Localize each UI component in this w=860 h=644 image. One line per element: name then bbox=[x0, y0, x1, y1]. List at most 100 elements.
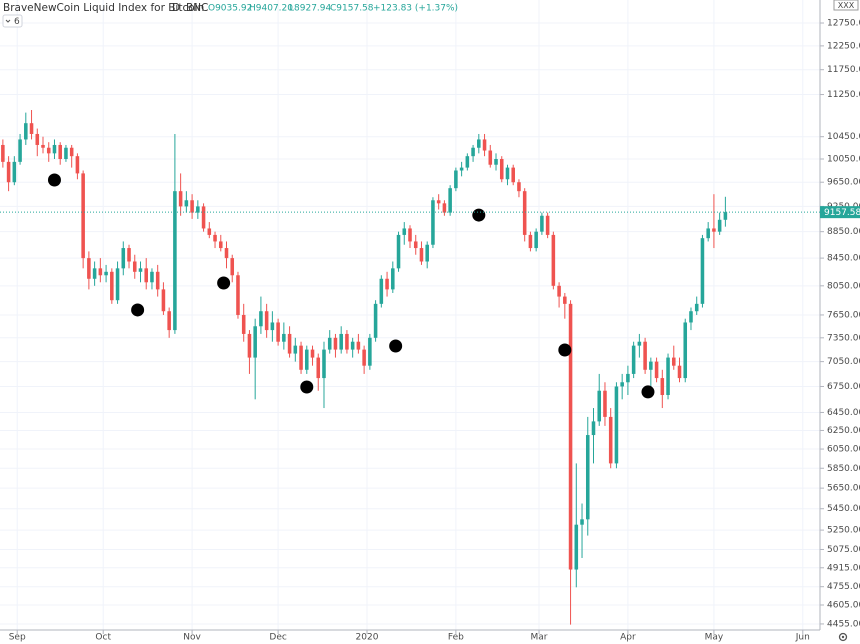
candle-body bbox=[201, 206, 206, 229]
candle-body bbox=[52, 144, 57, 154]
candle-body bbox=[517, 182, 521, 192]
candle-body bbox=[631, 345, 636, 374]
candle-body bbox=[436, 200, 441, 204]
candle-body bbox=[660, 378, 665, 396]
candle-body bbox=[253, 326, 257, 358]
candle-body bbox=[557, 285, 561, 297]
candle-body bbox=[603, 390, 607, 417]
x-tick-label: 2020 bbox=[356, 633, 379, 643]
y-tick-label: 5850.00 bbox=[827, 464, 860, 474]
candle-body bbox=[614, 386, 619, 464]
candle-body bbox=[391, 268, 395, 290]
y-tick-label: 10450.00 bbox=[827, 132, 860, 142]
candle-body bbox=[563, 296, 567, 304]
candles bbox=[1, 109, 728, 625]
candle-body bbox=[454, 170, 458, 189]
candle-body bbox=[477, 139, 481, 148]
candle-body bbox=[184, 200, 189, 207]
marker-dot bbox=[300, 380, 314, 394]
candle-body bbox=[471, 147, 475, 157]
y-tick-label: 4915.00 bbox=[827, 563, 860, 573]
candle-body bbox=[282, 333, 286, 342]
candle-body bbox=[459, 167, 464, 171]
symbol-title: BraveNewCoin Liquid Index for Bitcoin bbox=[3, 2, 204, 14]
candle-body bbox=[144, 268, 149, 283]
candle-body bbox=[241, 314, 246, 334]
y-tick-label: 11750.00 bbox=[827, 65, 860, 75]
candle-body bbox=[173, 191, 177, 331]
candle-body bbox=[270, 322, 275, 331]
x-tick-label: Jun bbox=[795, 633, 810, 643]
candle-body bbox=[132, 261, 137, 272]
candle-body bbox=[465, 156, 470, 168]
candle-body bbox=[178, 191, 183, 207]
candle-body bbox=[712, 228, 716, 232]
candle-body bbox=[213, 234, 217, 242]
y-tick-label: 5650.00 bbox=[827, 484, 860, 494]
candle-body bbox=[499, 159, 504, 180]
candle-body bbox=[293, 345, 298, 354]
candle-body bbox=[167, 311, 171, 331]
candle-body bbox=[155, 271, 160, 290]
x-tick-label: Nov bbox=[183, 633, 201, 643]
candle-body bbox=[666, 357, 670, 396]
candle-body bbox=[138, 268, 143, 272]
candle-body bbox=[362, 349, 366, 366]
candle-body bbox=[264, 311, 269, 331]
candle-body bbox=[287, 333, 292, 354]
candle-body bbox=[92, 268, 97, 279]
marker-dot bbox=[641, 385, 655, 399]
y-tick-label: 7050.00 bbox=[827, 357, 860, 367]
candle-body bbox=[29, 123, 34, 134]
candle-body bbox=[1, 144, 5, 162]
candle-body bbox=[373, 303, 378, 338]
markers bbox=[47, 173, 655, 399]
candle-body bbox=[350, 341, 355, 350]
candle-body bbox=[127, 248, 131, 262]
candle-body bbox=[683, 322, 688, 379]
candle-body bbox=[385, 278, 389, 290]
candle-body bbox=[41, 144, 45, 148]
settings-icon[interactable] bbox=[838, 632, 848, 642]
candle-body bbox=[717, 219, 722, 232]
last-price-label: 9157.58 bbox=[824, 208, 860, 218]
candle-body bbox=[104, 271, 108, 276]
candle-body bbox=[620, 382, 624, 387]
candle-body bbox=[637, 341, 642, 346]
candle-body bbox=[568, 303, 573, 570]
y-tick-label: 5450.00 bbox=[827, 504, 860, 514]
change-value: +123.83 (+1.37%) bbox=[373, 4, 458, 14]
x-tick-label: Dec bbox=[269, 633, 286, 643]
candle-body bbox=[345, 333, 349, 350]
indicator-toggle[interactable] bbox=[2, 14, 23, 28]
candle-body bbox=[723, 212, 728, 220]
settings-center bbox=[841, 635, 845, 639]
candle-body bbox=[259, 311, 263, 327]
close-value: C9157.58 bbox=[330, 4, 374, 14]
currency-badge[interactable] bbox=[833, 0, 859, 11]
candle-body bbox=[12, 161, 17, 183]
candle-body bbox=[110, 271, 114, 301]
candle-body bbox=[540, 215, 544, 232]
candle-body bbox=[448, 188, 452, 213]
candle-body bbox=[511, 167, 515, 183]
candle-body bbox=[488, 150, 493, 165]
candle-body bbox=[299, 345, 303, 370]
candle-body bbox=[58, 144, 62, 160]
exchange: BNC bbox=[186, 2, 208, 14]
y-tick-label: 6250.00 bbox=[827, 426, 860, 436]
candle-body bbox=[522, 191, 527, 235]
candle-body bbox=[597, 390, 602, 422]
x-tick-label: Feb bbox=[448, 633, 464, 643]
candle-body bbox=[35, 133, 40, 145]
candle-body bbox=[528, 234, 533, 249]
x-tick-label: Sep bbox=[9, 633, 26, 643]
candle-body bbox=[356, 341, 361, 350]
candle-body bbox=[121, 248, 126, 269]
candle-body bbox=[379, 278, 384, 304]
indicator-count: 6 bbox=[14, 17, 20, 27]
candle-body bbox=[150, 271, 154, 283]
candle-body bbox=[643, 341, 647, 370]
candle-body bbox=[327, 337, 332, 350]
x-tick-label: Apr bbox=[620, 633, 636, 643]
